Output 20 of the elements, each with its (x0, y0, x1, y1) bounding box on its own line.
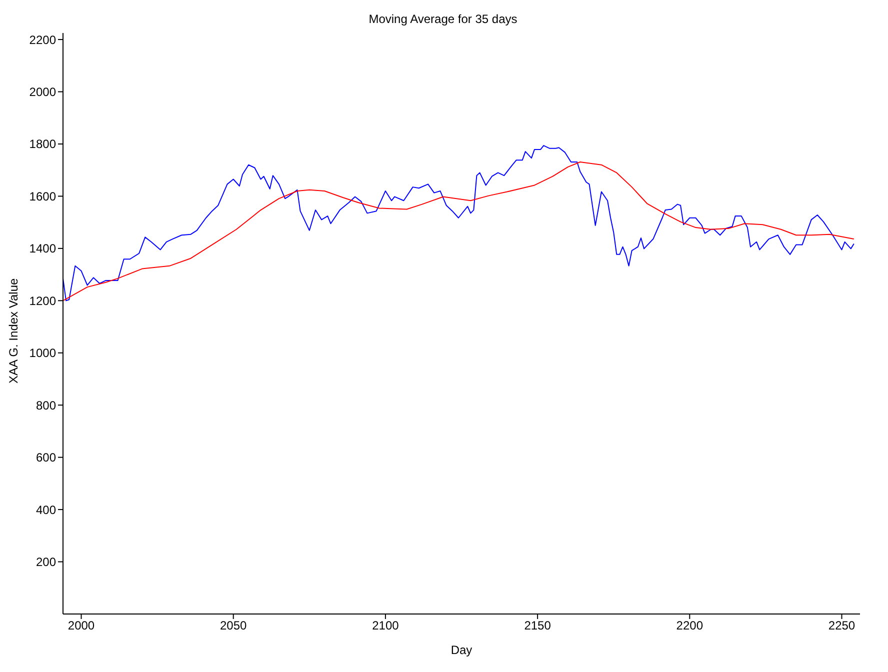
chart-title: Moving Average for 35 days (368, 12, 518, 26)
x-axis-title: Day (450, 643, 472, 657)
y-axis-title: XAA G. Index Value (6, 278, 20, 384)
x-tick-label: 2250 (828, 618, 856, 633)
y-tick-label: 1800 (29, 137, 56, 152)
x-tick-label: 2100 (372, 618, 400, 633)
y-tick-label: 1200 (29, 294, 56, 308)
x-tick-label: 2200 (676, 618, 704, 633)
y-tick-label: 2000 (29, 85, 56, 100)
y-tick-label: 1600 (29, 189, 56, 204)
x-tick-label: 2050 (220, 618, 248, 633)
x-tick-label: 2000 (68, 618, 95, 633)
y-tick-label: 1400 (29, 242, 56, 256)
y-tick-label: 1000 (29, 346, 56, 360)
x-tick-label: 2150 (524, 618, 552, 633)
y-tick-label: 800 (36, 398, 56, 412)
y-tick-label: 200 (36, 555, 56, 570)
y-tick-label: 600 (36, 450, 56, 465)
y-tick-label: 2200 (29, 32, 56, 47)
y-tick-label: 400 (36, 502, 56, 517)
